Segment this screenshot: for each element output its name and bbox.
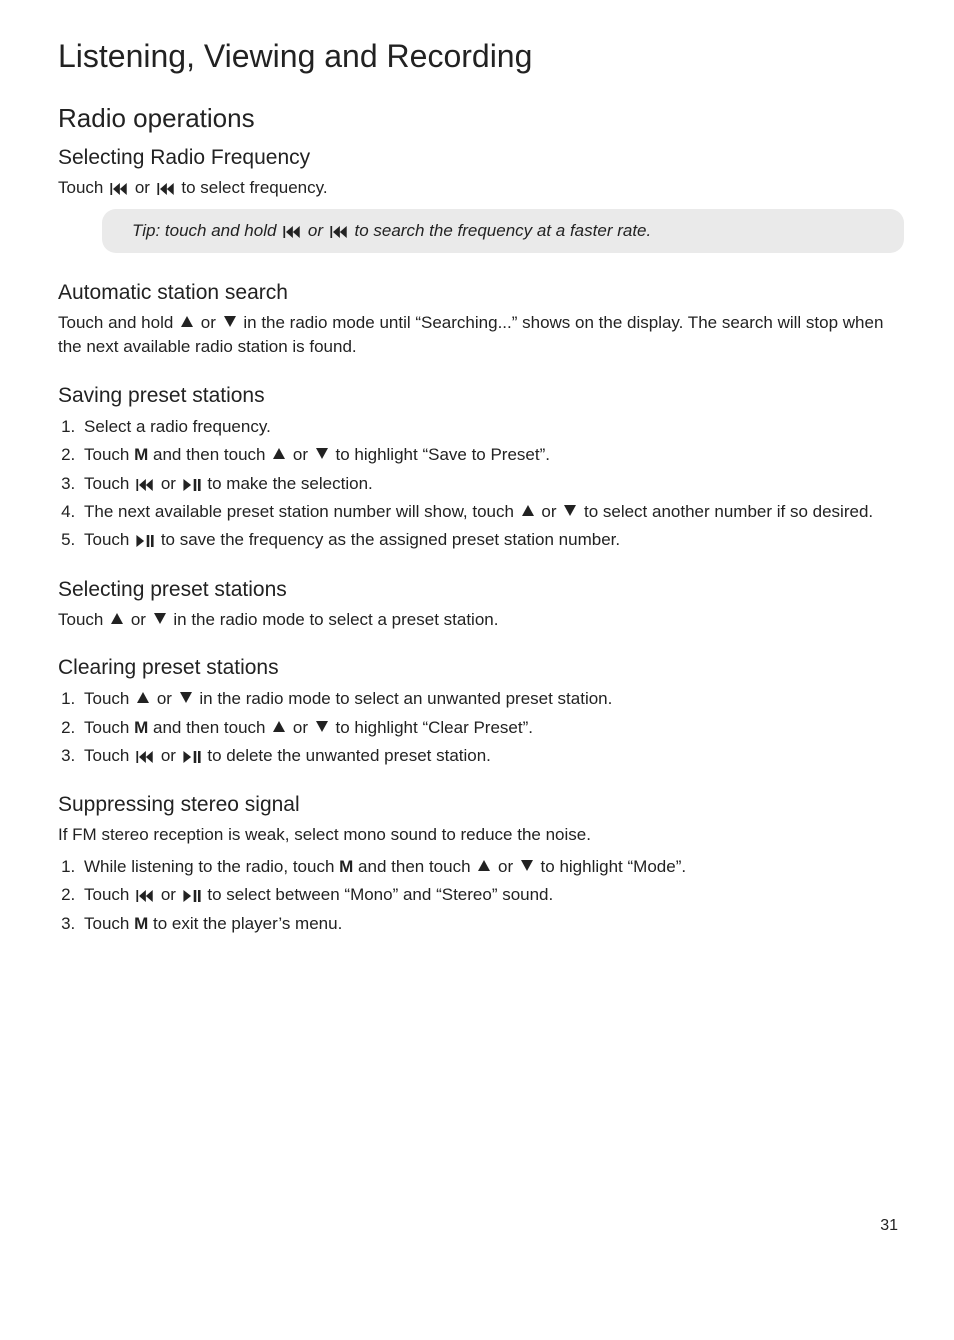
- skip-next-icon: [157, 183, 175, 195]
- text: to select frequency.: [181, 178, 327, 197]
- down-arrow-icon: [316, 721, 328, 732]
- m-symbol: M: [339, 857, 353, 876]
- m-symbol: M: [134, 718, 148, 737]
- list-item: Touch or to make the selection.: [80, 471, 904, 497]
- list-item: The next available preset station number…: [80, 499, 904, 525]
- up-arrow-icon: [273, 448, 285, 459]
- text: to delete the unwanted preset station.: [203, 746, 491, 765]
- subheading-select-preset: Selecting preset stations: [58, 578, 904, 602]
- text: or: [201, 313, 221, 332]
- ordered-list: While listening to the radio, touch M an…: [58, 854, 904, 937]
- text: or: [288, 718, 313, 737]
- text: to save the frequency as the assigned pr…: [156, 530, 620, 549]
- text: and then touch: [148, 445, 270, 464]
- text: to make the selection.: [203, 474, 373, 493]
- text: or: [126, 610, 151, 629]
- text: Touch: [84, 746, 134, 765]
- play-pause-icon: [183, 751, 201, 763]
- up-arrow-icon: [137, 692, 149, 703]
- paragraph: If FM stereo reception is weak, select m…: [58, 823, 904, 848]
- text: to exit the player’s menu.: [148, 914, 342, 933]
- play-pause-icon: [136, 535, 154, 547]
- text: or: [537, 502, 562, 521]
- list-item: Touch or in the radio mode to select an …: [80, 686, 904, 712]
- text: to highlight “Clear Preset”.: [331, 718, 533, 737]
- text: to select another number if so desired.: [579, 502, 873, 521]
- list-item: Touch to save the frequency as the assig…: [80, 527, 904, 553]
- text: and then touch: [148, 718, 270, 737]
- text: While listening to the radio, touch: [84, 857, 339, 876]
- skip-next-icon: [330, 226, 348, 238]
- down-arrow-icon: [154, 613, 166, 624]
- text: Touch and hold: [58, 313, 178, 332]
- text: Touch: [84, 914, 134, 933]
- play-pause-icon: [183, 890, 201, 902]
- ordered-list: Touch or in the radio mode to select an …: [58, 686, 904, 769]
- text: or: [156, 746, 181, 765]
- text: to search the frequency at a faster rate…: [355, 221, 652, 240]
- list-item: Touch or to delete the unwanted preset s…: [80, 743, 904, 769]
- text: or: [135, 178, 155, 197]
- subheading-stereo: Suppressing stereo signal: [58, 793, 904, 817]
- skip-prev-icon: [110, 183, 128, 195]
- text: Touch: [84, 474, 134, 493]
- up-arrow-icon: [181, 316, 193, 327]
- skip-next-icon: [136, 751, 154, 763]
- down-arrow-icon: [316, 448, 328, 459]
- text: or: [493, 857, 518, 876]
- up-arrow-icon: [522, 505, 534, 516]
- list-item: Touch M and then touch or to highlight “…: [80, 442, 904, 468]
- text: to highlight “Mode”.: [536, 857, 686, 876]
- down-arrow-icon: [180, 692, 192, 703]
- down-arrow-icon: [224, 316, 236, 327]
- text: Touch: [84, 689, 134, 708]
- up-arrow-icon: [273, 721, 285, 732]
- ordered-list: Select a radio frequency. Touch M and th…: [58, 414, 904, 554]
- text: in the radio mode to select a preset sta…: [169, 610, 499, 629]
- text: Touch: [58, 178, 108, 197]
- subheading-clear-preset: Clearing preset stations: [58, 656, 904, 680]
- text: Touch: [84, 530, 134, 549]
- down-arrow-icon: [521, 860, 533, 871]
- text: or: [156, 885, 181, 904]
- m-symbol: M: [134, 445, 148, 464]
- play-pause-icon: [183, 479, 201, 491]
- section-heading: Radio operations: [58, 103, 904, 134]
- text: to highlight “Save to Preset”.: [331, 445, 550, 464]
- list-item: Select a radio frequency.: [80, 414, 904, 440]
- text: or: [288, 445, 313, 464]
- list-item: While listening to the radio, touch M an…: [80, 854, 904, 880]
- text: or: [308, 221, 328, 240]
- paragraph: Touch or to select frequency.: [58, 176, 904, 201]
- list-item: Touch M to exit the player’s menu.: [80, 911, 904, 937]
- text: The next available preset station number…: [84, 502, 519, 521]
- m-symbol: M: [134, 914, 148, 933]
- page-number: 31: [58, 1217, 904, 1235]
- skip-next-icon: [136, 479, 154, 491]
- subheading-select-freq: Selecting Radio Frequency: [58, 146, 904, 170]
- text: or: [156, 474, 181, 493]
- paragraph: Touch and hold or in the radio mode unti…: [58, 311, 904, 360]
- text: Touch: [58, 610, 108, 629]
- list-item: Touch M and then touch or to highlight “…: [80, 715, 904, 741]
- down-arrow-icon: [564, 505, 576, 516]
- text: Tip: touch and hold: [132, 221, 281, 240]
- text: Touch: [84, 718, 134, 737]
- text: to select between “Mono” and “Stereo” so…: [203, 885, 554, 904]
- text: in the radio mode to select an unwanted …: [195, 689, 613, 708]
- skip-next-icon: [136, 890, 154, 902]
- subheading-auto-search: Automatic station search: [58, 281, 904, 305]
- tip-callout: Tip: touch and hold or to search the fre…: [102, 209, 904, 253]
- page-title: Listening, Viewing and Recording: [58, 38, 904, 75]
- paragraph: Touch or in the radio mode to select a p…: [58, 608, 904, 633]
- list-item: Touch or to select between “Mono” and “S…: [80, 882, 904, 908]
- subheading-save-preset: Saving preset stations: [58, 384, 904, 408]
- up-arrow-icon: [111, 613, 123, 624]
- up-arrow-icon: [478, 860, 490, 871]
- text: Touch: [84, 445, 134, 464]
- text: or: [152, 689, 177, 708]
- skip-prev-icon: [283, 226, 301, 238]
- text: and then touch: [353, 857, 475, 876]
- text: Touch: [84, 885, 134, 904]
